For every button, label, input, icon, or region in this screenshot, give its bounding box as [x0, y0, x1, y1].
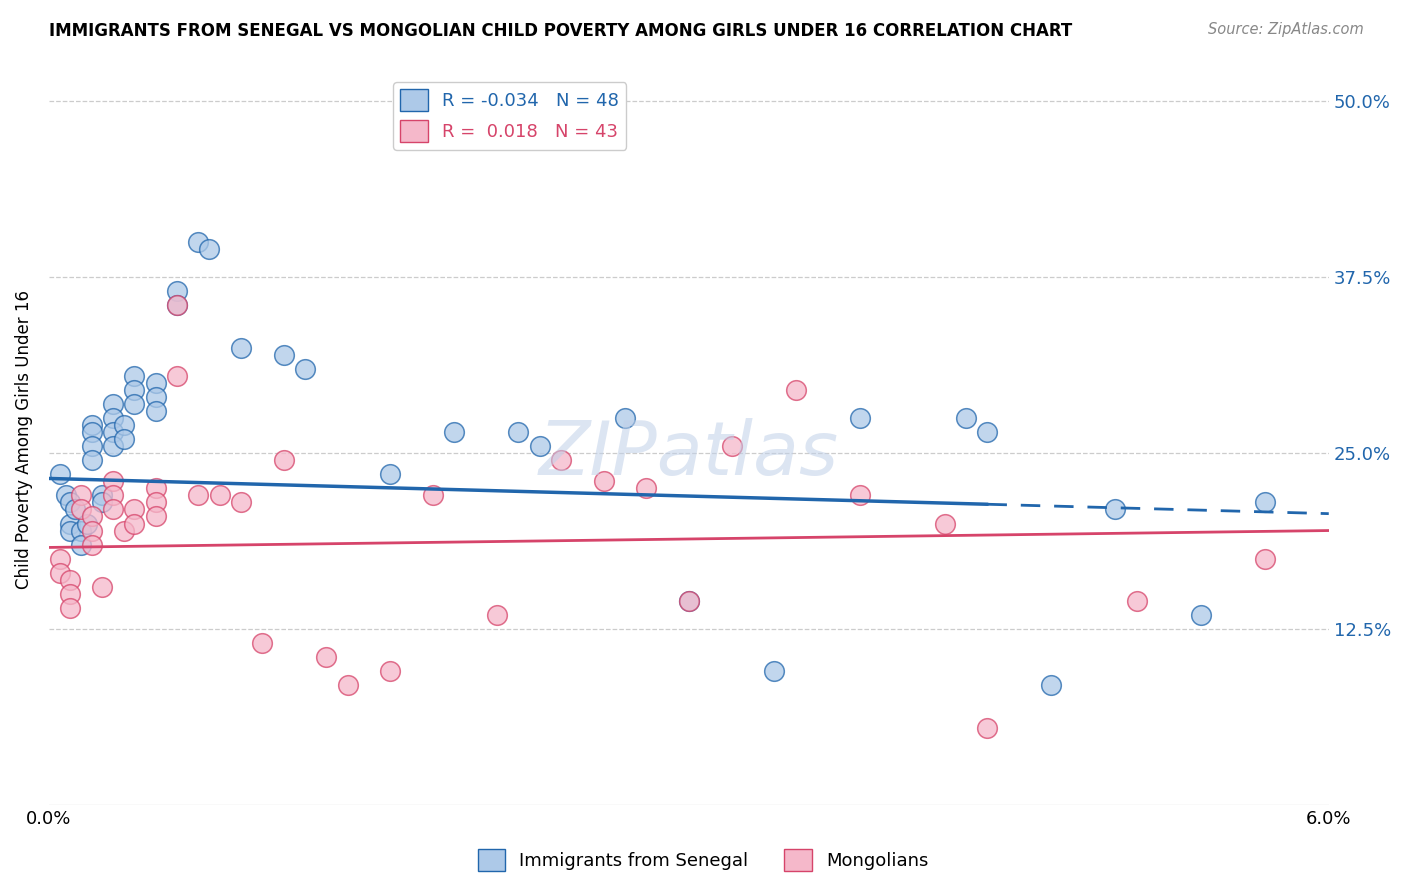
Point — [124, 516, 146, 531]
Point — [485, 607, 508, 622]
Point — [785, 383, 807, 397]
Point — [1126, 594, 1149, 608]
Point — [763, 665, 786, 679]
Point — [678, 594, 700, 608]
Point — [592, 475, 614, 489]
Point — [101, 411, 124, 425]
Point — [229, 341, 252, 355]
Point — [80, 509, 103, 524]
Point — [59, 573, 82, 587]
Point — [48, 551, 70, 566]
Point — [315, 650, 337, 665]
Point — [529, 439, 551, 453]
Point — [80, 453, 103, 467]
Point — [1189, 607, 1212, 622]
Point — [848, 411, 870, 425]
Legend: Immigrants from Senegal, Mongolians: Immigrants from Senegal, Mongolians — [471, 842, 935, 879]
Point — [124, 368, 146, 383]
Point — [166, 284, 188, 298]
Point — [380, 665, 402, 679]
Point — [80, 538, 103, 552]
Point — [59, 495, 82, 509]
Point — [124, 397, 146, 411]
Point — [145, 390, 167, 404]
Point — [678, 594, 700, 608]
Point — [208, 488, 231, 502]
Point — [101, 475, 124, 489]
Legend: R = -0.034   N = 48, R =  0.018   N = 43: R = -0.034 N = 48, R = 0.018 N = 43 — [394, 82, 626, 150]
Point — [336, 678, 359, 692]
Point — [145, 376, 167, 390]
Point — [166, 298, 188, 312]
Point — [145, 481, 167, 495]
Point — [70, 502, 93, 516]
Point — [229, 495, 252, 509]
Point — [80, 524, 103, 538]
Point — [112, 432, 135, 446]
Text: Source: ZipAtlas.com: Source: ZipAtlas.com — [1208, 22, 1364, 37]
Point — [166, 368, 188, 383]
Point — [187, 488, 209, 502]
Point — [63, 502, 86, 516]
Point — [80, 417, 103, 432]
Point — [273, 347, 295, 361]
Point — [59, 601, 82, 615]
Point — [443, 425, 465, 439]
Point — [187, 235, 209, 249]
Point — [101, 488, 124, 502]
Point — [91, 580, 114, 594]
Point — [76, 516, 98, 531]
Point — [1104, 502, 1126, 516]
Point — [273, 453, 295, 467]
Point — [166, 298, 188, 312]
Point — [70, 524, 93, 538]
Point — [145, 509, 167, 524]
Point — [124, 383, 146, 397]
Point — [59, 587, 82, 601]
Y-axis label: Child Poverty Among Girls Under 16: Child Poverty Among Girls Under 16 — [15, 290, 32, 589]
Point — [59, 524, 82, 538]
Point — [976, 425, 998, 439]
Point — [720, 439, 742, 453]
Point — [91, 495, 114, 509]
Point — [145, 404, 167, 418]
Point — [145, 495, 167, 509]
Point — [252, 636, 274, 650]
Point — [550, 453, 572, 467]
Point — [101, 425, 124, 439]
Point — [636, 481, 658, 495]
Point — [112, 524, 135, 538]
Point — [101, 397, 124, 411]
Point — [80, 425, 103, 439]
Point — [294, 361, 316, 376]
Point — [613, 411, 636, 425]
Point — [1254, 495, 1277, 509]
Point — [955, 411, 977, 425]
Point — [80, 439, 103, 453]
Point — [848, 488, 870, 502]
Point — [101, 439, 124, 453]
Point — [101, 502, 124, 516]
Point — [508, 425, 530, 439]
Point — [48, 566, 70, 580]
Point — [1254, 551, 1277, 566]
Point — [91, 488, 114, 502]
Point — [59, 516, 82, 531]
Point — [380, 467, 402, 482]
Text: ZIPatlas: ZIPatlas — [538, 417, 839, 490]
Point — [70, 488, 93, 502]
Point — [422, 488, 444, 502]
Point — [48, 467, 70, 482]
Point — [934, 516, 956, 531]
Point — [976, 721, 998, 735]
Point — [55, 488, 77, 502]
Point — [70, 538, 93, 552]
Text: IMMIGRANTS FROM SENEGAL VS MONGOLIAN CHILD POVERTY AMONG GIRLS UNDER 16 CORRELAT: IMMIGRANTS FROM SENEGAL VS MONGOLIAN CHI… — [49, 22, 1073, 40]
Point — [198, 242, 221, 256]
Point — [124, 502, 146, 516]
Point — [112, 417, 135, 432]
Point — [1040, 678, 1063, 692]
